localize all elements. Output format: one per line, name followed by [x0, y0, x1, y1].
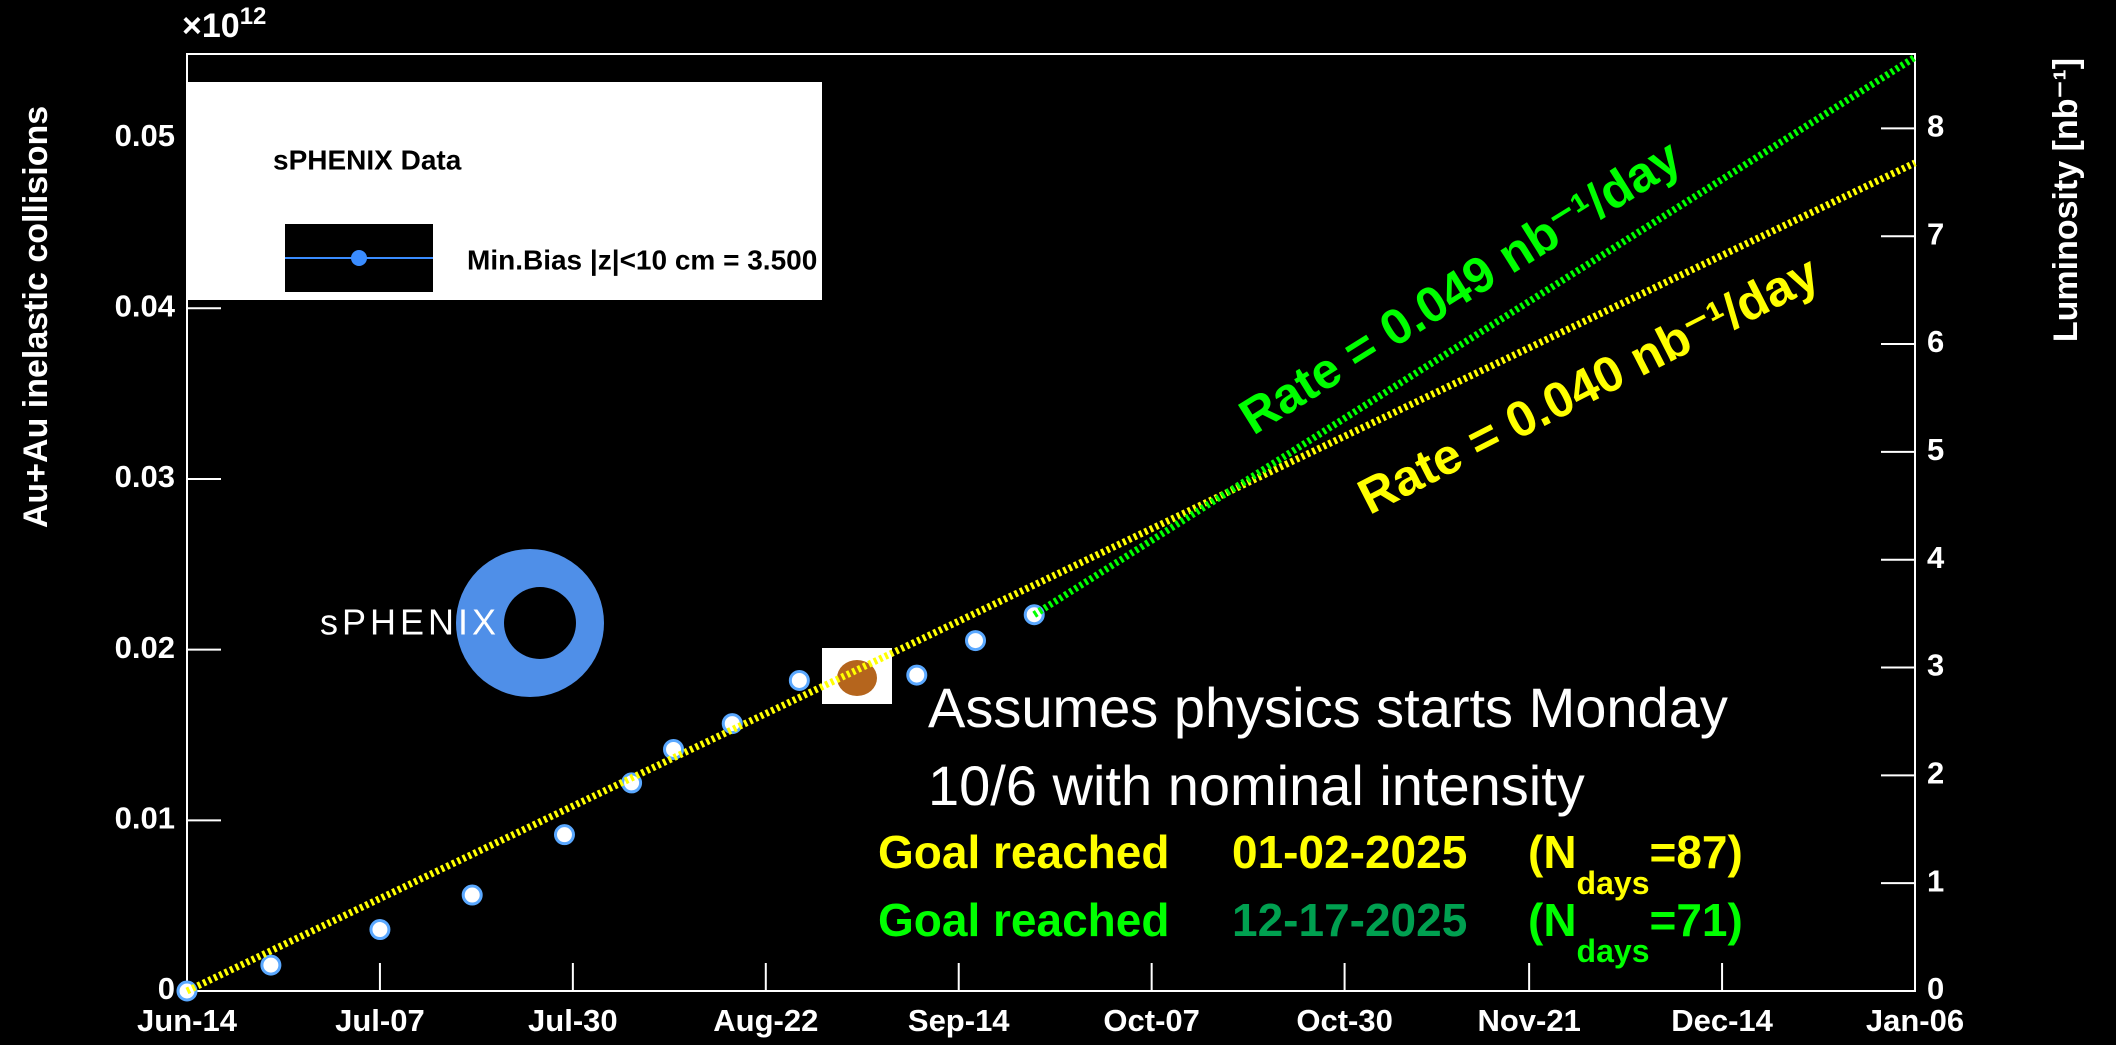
x-tick-label: Aug-22 [713, 1003, 818, 1038]
goal-n: (N [1528, 826, 1577, 878]
x-tick-label: Jul-30 [528, 1003, 618, 1038]
y-tick-label: 0 [158, 971, 175, 1006]
x-tick-label: Oct-07 [1103, 1003, 1199, 1038]
y2-tick-label: 6 [1927, 324, 1944, 359]
data-point [788, 669, 810, 691]
x-tick-label: Oct-30 [1296, 1003, 1392, 1038]
y2-tick-label: 1 [1927, 863, 1944, 898]
y2-tick-label: 2 [1927, 756, 1944, 791]
y-tick-label: 0.01 [115, 801, 175, 836]
data-point [260, 954, 282, 976]
goal-n: (N [1528, 894, 1577, 946]
x-tick-label: Jan-06 [1866, 1003, 1964, 1038]
y-tick-label: 0.02 [115, 630, 175, 665]
goal-label: Goal reached [878, 826, 1169, 878]
x-tick-label: Dec-14 [1671, 1003, 1773, 1038]
y2-tick-label: 4 [1927, 540, 1945, 575]
logo-text: sPHENIX [320, 602, 500, 643]
multiplier-base: ×10 [182, 7, 240, 45]
goal-line: Goal reached 12-17-2025 (Ndays=71) [878, 894, 1743, 969]
y2-tick-label: 8 [1927, 109, 1944, 144]
goal-rest: =71) [1649, 894, 1742, 946]
x-tick-label: Nov-21 [1477, 1003, 1580, 1038]
y-tick-label: 0.04 [115, 288, 176, 323]
y-multiplier: ×1012 [182, 3, 266, 45]
y2-tick-label: 7 [1927, 216, 1944, 251]
legend-entry: Min.Bias |z|<10 cm = 3.500 nb⁻¹ [467, 244, 883, 275]
data-point [553, 824, 575, 846]
goal-date: 12-17-2025 [1232, 894, 1467, 946]
y2-tick-label: 0 [1927, 971, 1944, 1006]
goal-rest: =87) [1649, 826, 1742, 878]
goal-sub: days [1577, 865, 1650, 901]
y2-tick-label: 3 [1927, 648, 1944, 683]
legend-goal: → Run 2025 Au+Au Goal of 7.0 nb⁻¹ [467, 344, 942, 375]
legend-marker [351, 250, 367, 266]
projection-line [185, 159, 1917, 995]
data-point [663, 738, 685, 760]
goal-date: 01-02-2025 [1232, 826, 1467, 878]
plot-frame [186, 53, 1916, 992]
x-tick-label: Jun-14 [137, 1003, 238, 1038]
y-axis-label: Au+Au inelastic collisions [17, 106, 55, 528]
y-tick-label: 0.03 [115, 459, 175, 494]
goal-label: Goal reached [878, 894, 1169, 946]
y2-tick-label: 5 [1927, 432, 1944, 467]
data-point [369, 919, 391, 941]
note-line: 10/6 with nominal intensity [928, 754, 1585, 817]
goal-sub: days [1577, 933, 1650, 969]
x-tick-label: Sep-14 [908, 1003, 1010, 1038]
data-point [906, 664, 928, 686]
goal-line: Goal reached 01-02-2025 (Ndays=87) [878, 826, 1743, 901]
data-point [461, 884, 483, 906]
legend-title: sPHENIX Data [273, 144, 462, 175]
x-tick-label: Jul-07 [335, 1003, 425, 1038]
y-tick-label: 0.05 [115, 118, 175, 153]
multiplier-exp: 12 [240, 3, 267, 30]
logo-hole [504, 587, 576, 659]
y2-axis-label: Luminosity [nb⁻¹] [2047, 58, 2085, 342]
note-line: Assumes physics starts Monday [928, 676, 1728, 739]
data-point [965, 630, 987, 652]
